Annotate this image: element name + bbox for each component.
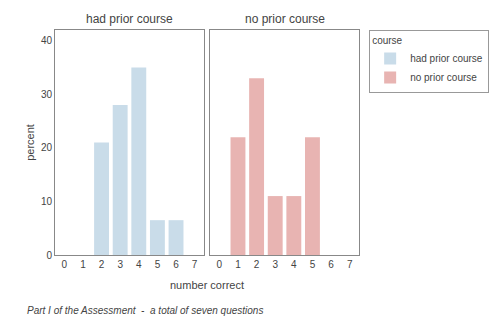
svg-text:Part I of the Assessment - a: Part I of the Assessment - a total of se… <box>27 305 263 316</box>
svg-text:had prior course: had prior course <box>410 53 483 64</box>
svg-text:2: 2 <box>99 259 105 270</box>
svg-text:no prior course: no prior course <box>410 72 477 83</box>
svg-text:6: 6 <box>328 259 334 270</box>
svg-text:2: 2 <box>254 259 260 270</box>
svg-text:40: 40 <box>41 35 53 46</box>
svg-text:10: 10 <box>41 196 53 207</box>
svg-text:4: 4 <box>136 259 142 270</box>
svg-text:course: course <box>372 35 402 46</box>
svg-text:5: 5 <box>310 259 316 270</box>
svg-text:7: 7 <box>347 259 353 270</box>
svg-text:percent: percent <box>24 124 36 161</box>
svg-text:7: 7 <box>192 259 198 270</box>
svg-text:20: 20 <box>41 142 53 153</box>
svg-text:1: 1 <box>235 259 241 270</box>
svg-text:0: 0 <box>46 250 52 261</box>
svg-text:no prior course: no prior course <box>245 12 325 26</box>
svg-text:had prior course: had prior course <box>86 12 173 26</box>
svg-text:4: 4 <box>291 259 297 270</box>
svg-text:3: 3 <box>272 259 278 270</box>
svg-text:30: 30 <box>41 89 53 100</box>
svg-text:0: 0 <box>62 259 68 270</box>
svg-text:0: 0 <box>217 259 223 270</box>
svg-text:6: 6 <box>173 259 179 270</box>
svg-text:5: 5 <box>155 259 161 270</box>
svg-text:3: 3 <box>117 259 123 270</box>
svg-text:number correct: number correct <box>170 279 244 291</box>
svg-text:1: 1 <box>80 259 86 270</box>
